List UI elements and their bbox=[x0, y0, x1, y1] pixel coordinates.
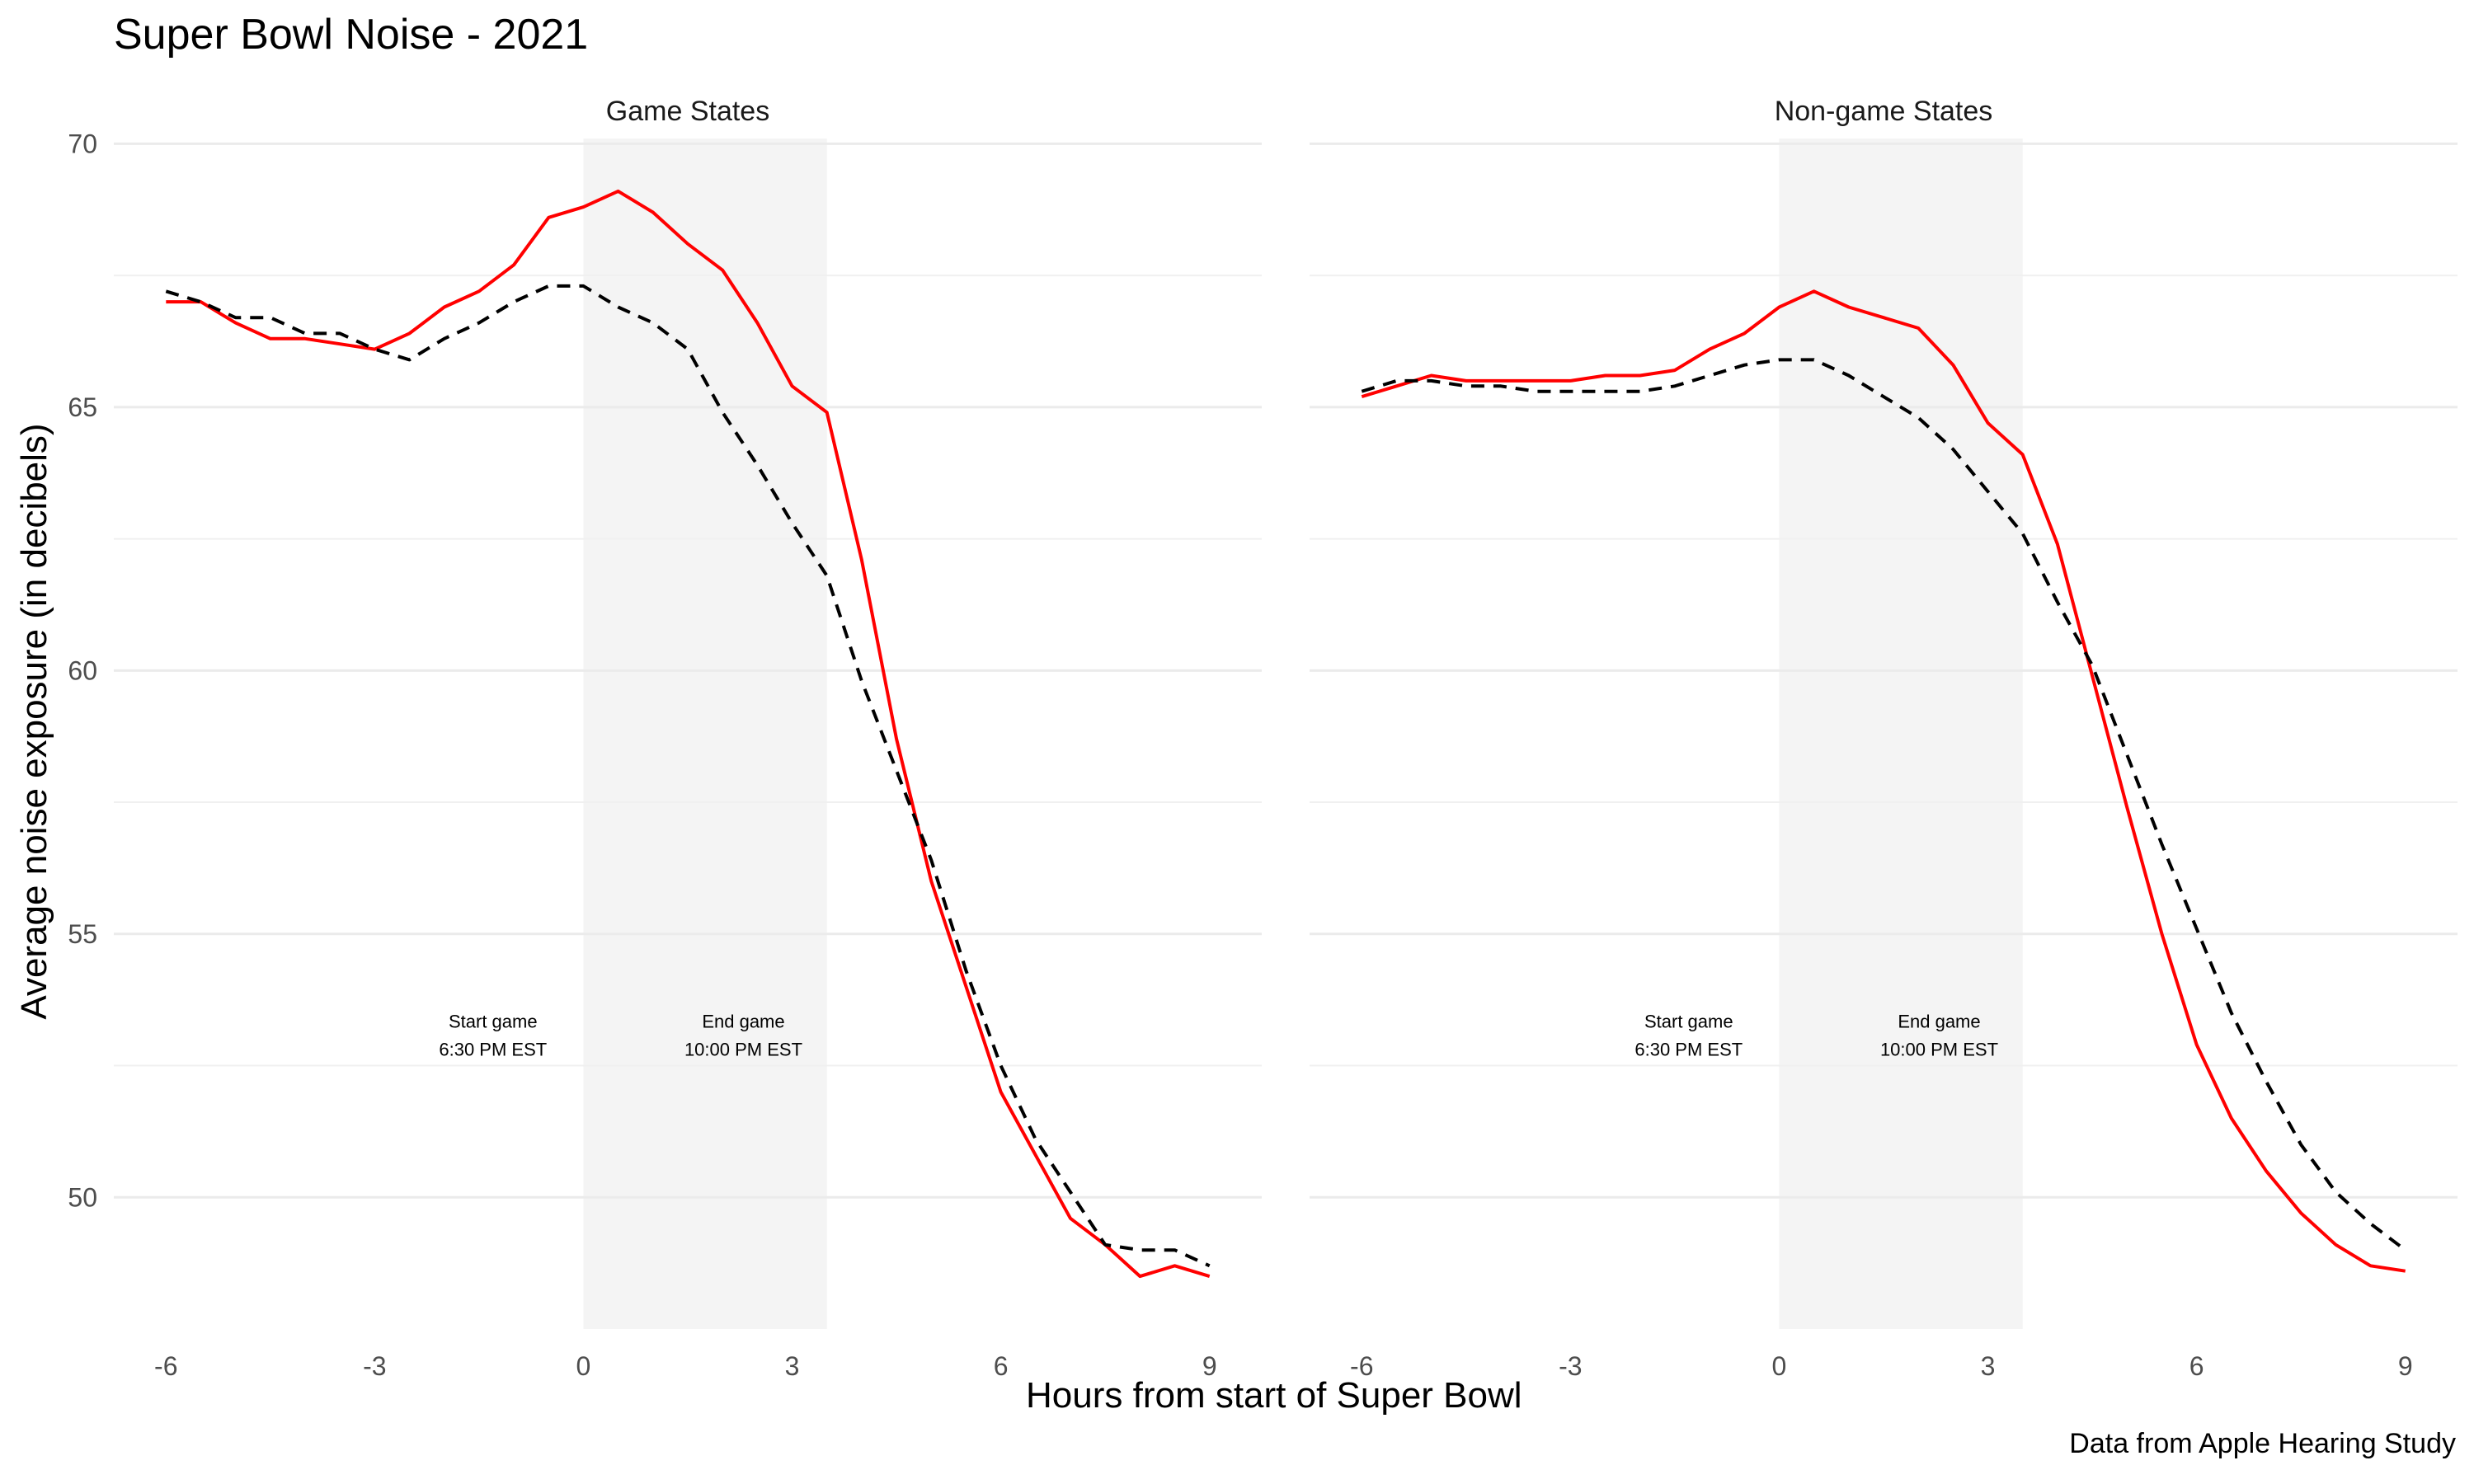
annotation-label: End game 10:00 PM EST bbox=[1880, 1012, 1998, 1060]
annotation-label: End game 10:00 PM EST bbox=[684, 1012, 802, 1060]
annotation-label: Start game 6:30 PM EST bbox=[439, 1012, 547, 1060]
x-tick-label: 6 bbox=[2189, 1351, 2204, 1381]
y-tick-label: 50 bbox=[68, 1182, 97, 1212]
x-tick-label: -3 bbox=[1559, 1351, 1582, 1381]
x-tick-label: 9 bbox=[1202, 1351, 1217, 1381]
x-tick-label: 0 bbox=[1772, 1351, 1787, 1381]
series-line-dashed bbox=[165, 284, 1211, 1268]
y-tick-label: 55 bbox=[68, 919, 97, 949]
panel-game-states: Game States Start game 6:30 PM EST End game… bbox=[68, 96, 1262, 1381]
y-tick-label: 70 bbox=[68, 129, 97, 158]
x-tick-label: 3 bbox=[1981, 1351, 1996, 1381]
x-tick-label: -3 bbox=[363, 1351, 386, 1381]
series-line-dashed bbox=[1361, 358, 2406, 1252]
x-tick-label: -6 bbox=[1350, 1351, 1373, 1381]
panel-strip-title: Game States bbox=[606, 96, 769, 127]
x-tick-label: 0 bbox=[576, 1351, 591, 1381]
y-tick-label: 60 bbox=[68, 655, 97, 685]
x-tick-label: 6 bbox=[994, 1351, 1009, 1381]
annotation-label: Start game 6:30 PM EST bbox=[1634, 1012, 1743, 1060]
game-window-shade bbox=[583, 139, 827, 1329]
game-window-shade bbox=[1779, 139, 2023, 1329]
x-tick-label: 9 bbox=[2398, 1351, 2413, 1381]
x-axis-label: Hours from start of Super Bowl bbox=[1026, 1375, 1522, 1416]
x-tick-label: -6 bbox=[154, 1351, 177, 1381]
chart-title: Super Bowl Noise - 2021 bbox=[114, 11, 589, 59]
y-tick-label: 65 bbox=[68, 392, 97, 422]
series-line-red bbox=[166, 189, 1211, 1279]
panel-non-game-states: Non-game States Start game 6:30 PM EST End … bbox=[1310, 96, 2458, 1381]
x-tick-label: 3 bbox=[785, 1351, 800, 1381]
y-axis-label: Average noise exposure (in decibels) bbox=[14, 423, 54, 1020]
chart-caption: Data from Apple Hearing Study bbox=[2069, 1428, 2456, 1459]
series-line-red bbox=[1361, 289, 2406, 1273]
panel-strip-title: Non-game States bbox=[1775, 96, 1993, 127]
